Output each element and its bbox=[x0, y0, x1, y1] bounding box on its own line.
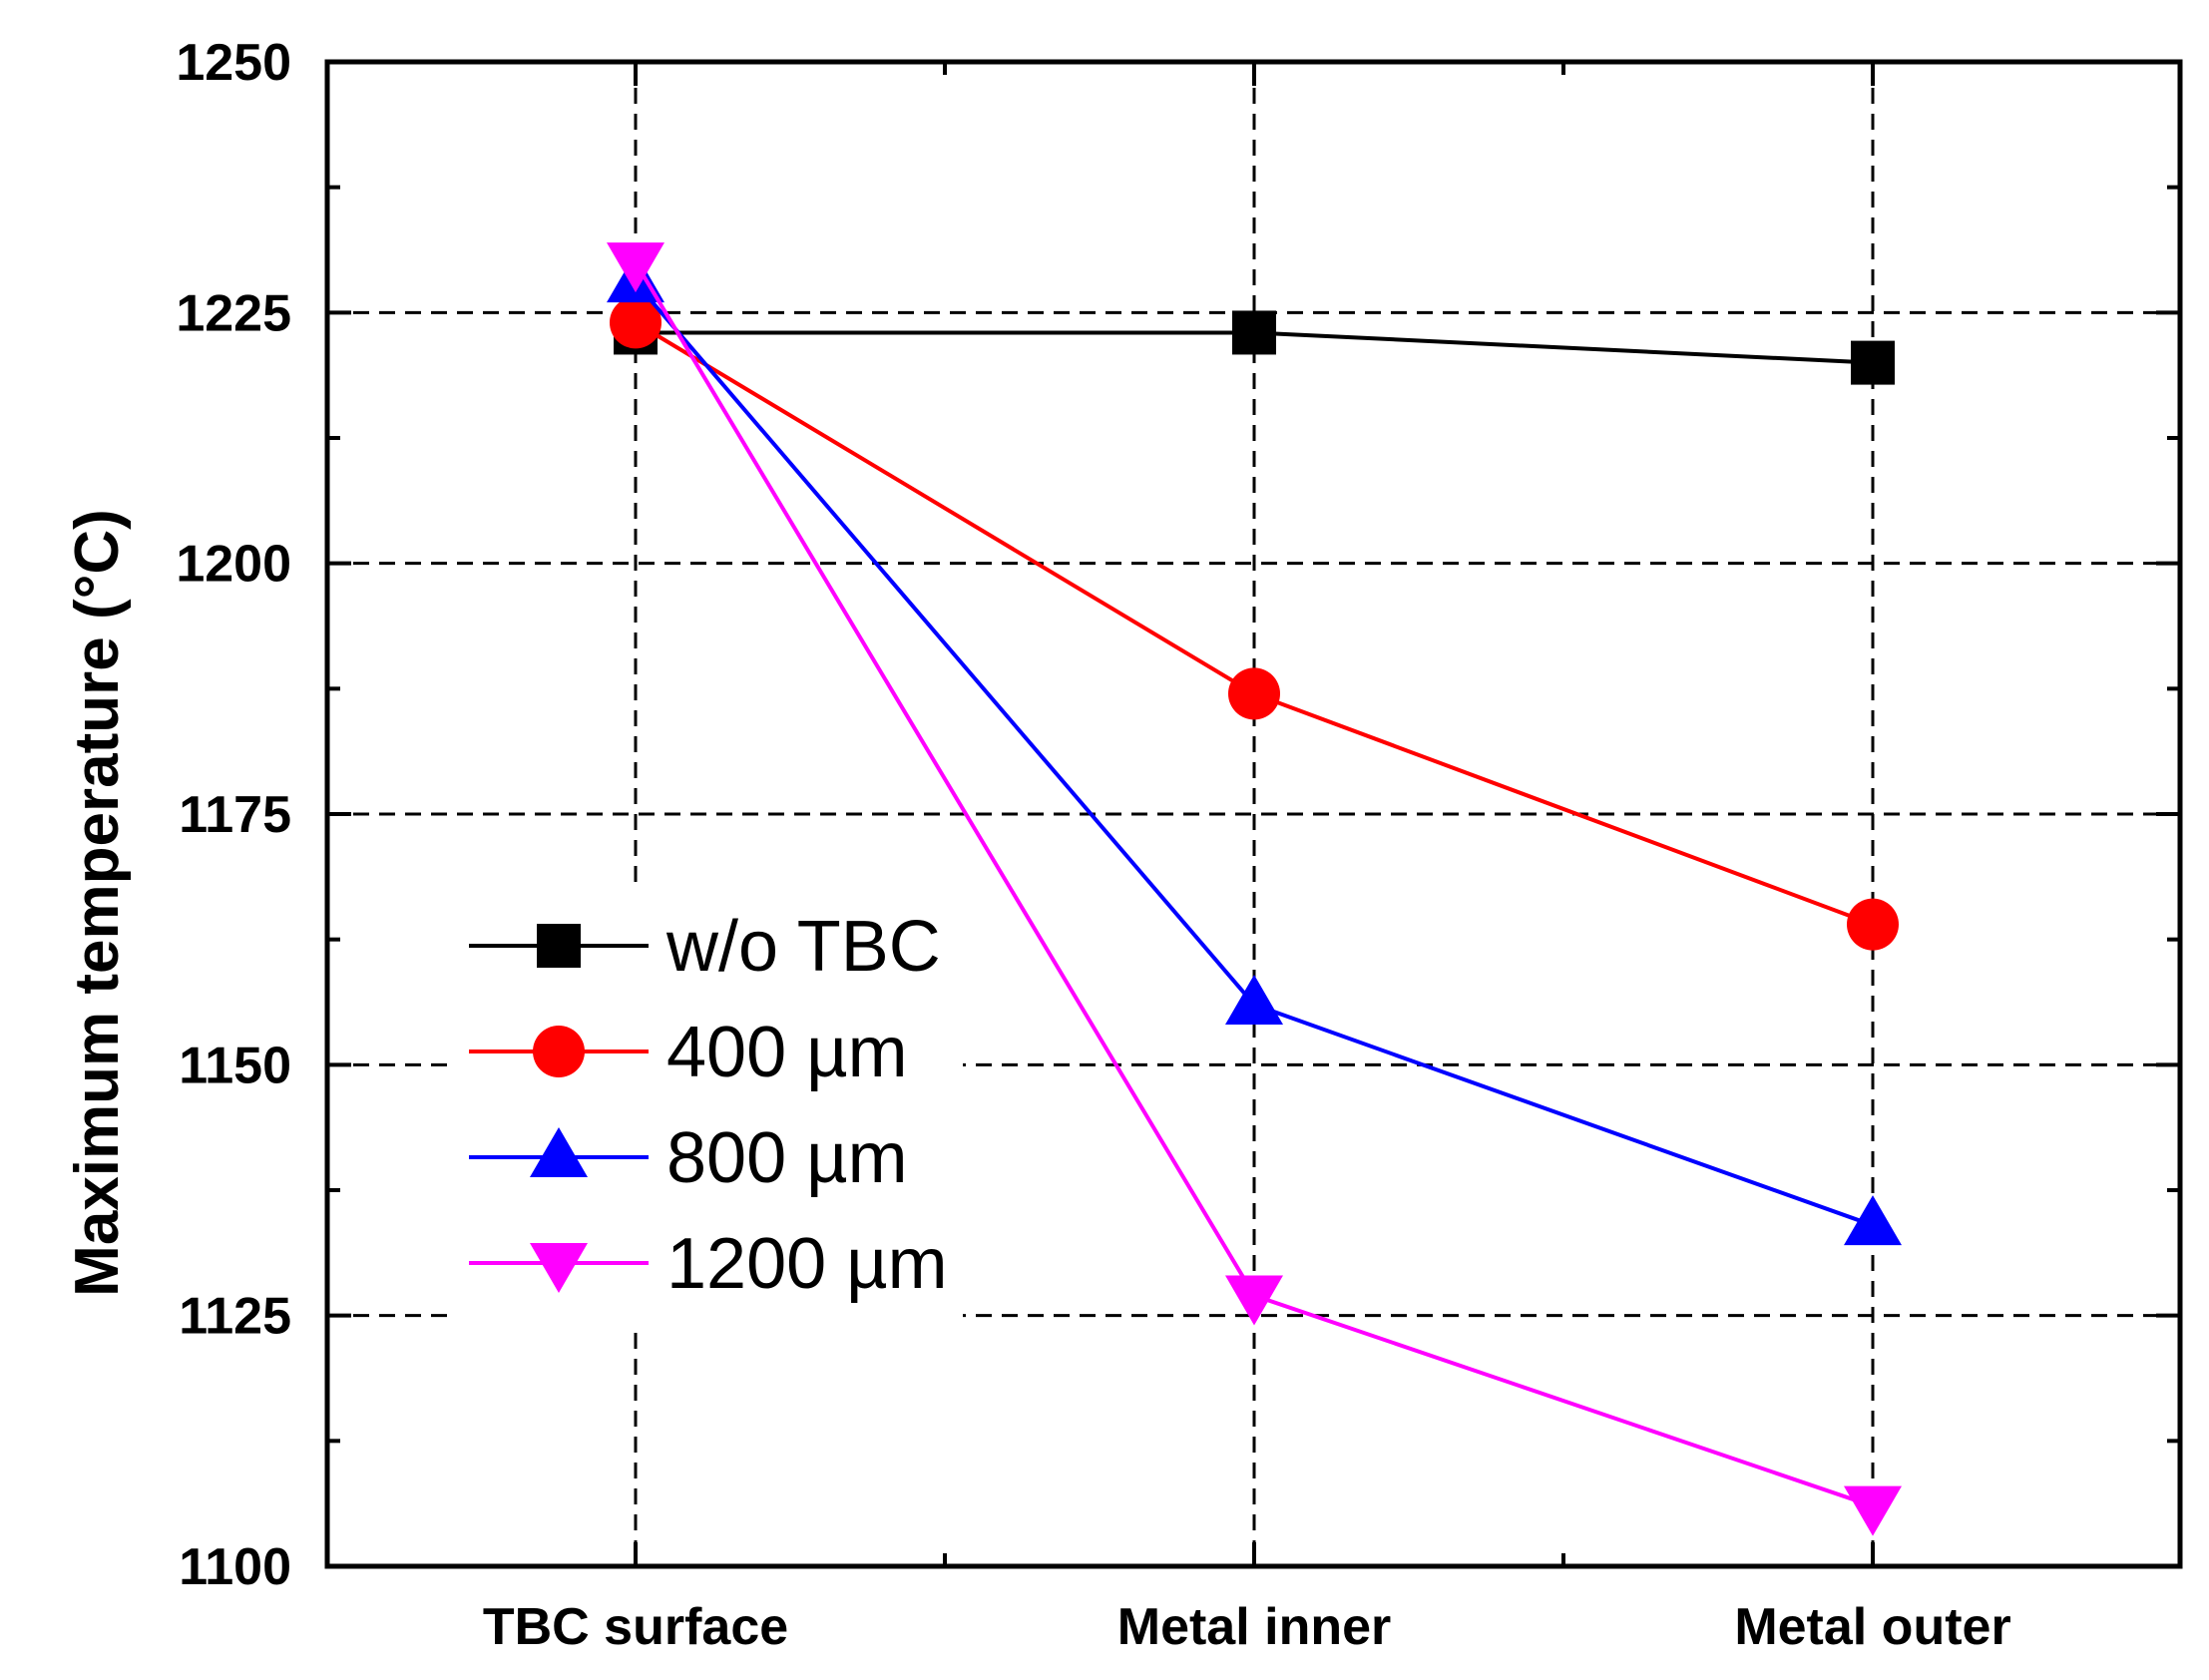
series-lines bbox=[607, 242, 1902, 1536]
legend-label: w/o TBC bbox=[665, 907, 941, 987]
data-point-800-m bbox=[1225, 975, 1283, 1026]
legend-marker bbox=[533, 1026, 585, 1077]
data-point-1200-m bbox=[607, 242, 664, 293]
y-tick-label: 1200 bbox=[176, 536, 291, 594]
legend: w/o TBC 400 µm 800 µm 1200 µm bbox=[454, 888, 963, 1327]
y-axis-title: Maximum temperature (°C) bbox=[63, 509, 132, 1297]
data-point-1200-m bbox=[1225, 1275, 1283, 1326]
legend-marker bbox=[530, 1243, 588, 1293]
y-tick-label: 1150 bbox=[179, 1037, 291, 1094]
y-tick-label: 1100 bbox=[179, 1538, 291, 1596]
data-point-w-o-tbc bbox=[1851, 340, 1895, 385]
legend-label: 800 µm bbox=[666, 1118, 908, 1198]
tick-labels: 1100 1125 1150 1175 1200 1225 1250 TBC surface M… bbox=[176, 34, 2010, 1656]
axes bbox=[324, 59, 2183, 1569]
y-tick-label: 1125 bbox=[179, 1288, 291, 1346]
x-tick-label: Metal inner bbox=[1117, 1598, 1392, 1656]
legend-label: 1200 µm bbox=[666, 1224, 948, 1304]
data-point-1200-m bbox=[1844, 1485, 1902, 1536]
legend-label: 400 µm bbox=[666, 1013, 908, 1092]
series-1200-m bbox=[607, 242, 1902, 1536]
data-point-400-m bbox=[1847, 898, 1899, 951]
data-point-400-m bbox=[1228, 667, 1280, 720]
legend-marker bbox=[530, 1127, 588, 1177]
y-tick-label: 1225 bbox=[176, 284, 291, 342]
y-tick-label: 1175 bbox=[179, 786, 291, 844]
data-point-800-m bbox=[1844, 1195, 1902, 1246]
data-point-w-o-tbc bbox=[1232, 310, 1276, 355]
x-tick-label: Metal outer bbox=[1734, 1598, 2010, 1656]
legend-marker bbox=[537, 924, 581, 968]
series-400-m bbox=[610, 296, 1899, 951]
data-point-400-m bbox=[610, 296, 662, 349]
x-tick-label: TBC surface bbox=[483, 1598, 788, 1656]
y-tick-label: 1250 bbox=[176, 34, 291, 92]
